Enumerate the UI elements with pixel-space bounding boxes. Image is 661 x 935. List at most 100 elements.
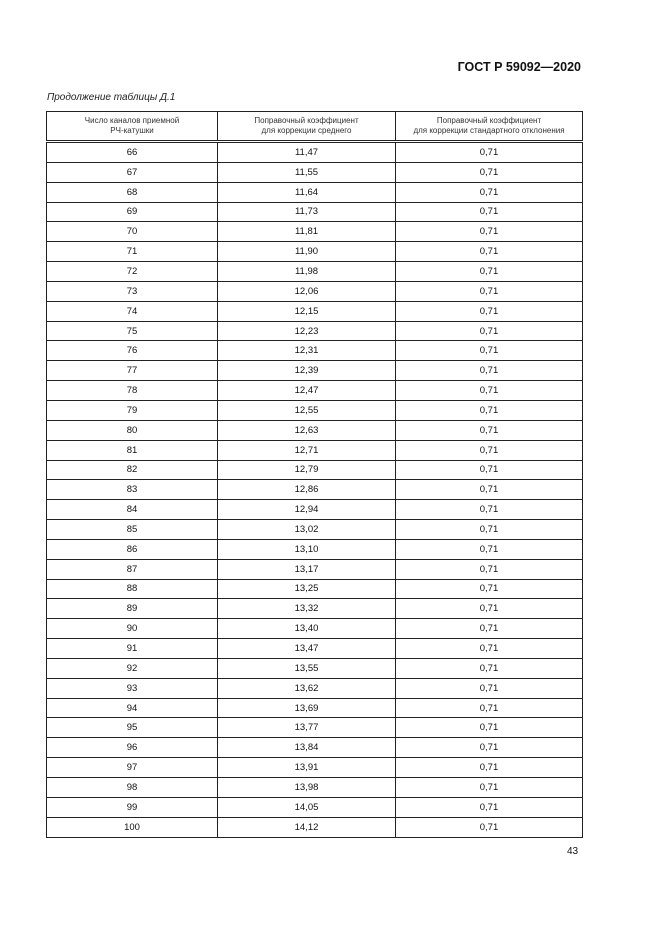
table-row: 99 14,05 0,71 xyxy=(46,796,583,818)
column-header-mean-coefficient: Поправочный коэффициент для коррекции ср… xyxy=(217,111,396,143)
cell-std-coefficient: 0,71 xyxy=(395,677,583,699)
table-row: 89 13,32 0,71 xyxy=(46,598,583,620)
table-row: 100 14,12 0,71 xyxy=(46,816,583,838)
table-row: 77 12,39 0,71 xyxy=(46,360,583,382)
cell-std-coefficient: 0,71 xyxy=(395,618,583,640)
table-row: 74 12,15 0,71 xyxy=(46,300,583,322)
cell-channels: 97 xyxy=(46,757,218,778)
cell-std-coefficient: 0,71 xyxy=(395,459,583,481)
cell-channels: 74 xyxy=(46,300,218,322)
cell-mean-coefficient: 12,63 xyxy=(217,419,396,441)
table-body: 66 11,47 0,71 67 11,55 0,71 68 11,64 0,71 69 11,73… xyxy=(46,141,583,838)
cell-mean-coefficient: 13,47 xyxy=(217,638,396,659)
cell-channels: 76 xyxy=(46,340,218,362)
cell-std-coefficient: 0,71 xyxy=(395,578,583,600)
table-row: 84 12,94 0,71 xyxy=(46,499,583,521)
cell-mean-coefficient: 12,06 xyxy=(217,280,396,302)
table-header-row: Число каналов приемной РЧ-катушки Поправ… xyxy=(46,111,583,143)
table-row: 95 13,77 0,71 xyxy=(46,717,583,739)
page-number: 43 xyxy=(567,846,579,857)
cell-channels: 84 xyxy=(46,499,218,521)
header-line: РЧ-катушки xyxy=(110,126,154,135)
cell-channels: 95 xyxy=(46,717,218,739)
table-row: 87 13,17 0,71 xyxy=(46,558,583,580)
cell-std-coefficient: 0,71 xyxy=(395,638,583,659)
cell-std-coefficient: 0,71 xyxy=(395,657,583,679)
cell-mean-coefficient: 12,15 xyxy=(217,300,396,322)
table-caption: Продолжение таблицы Д.1 xyxy=(47,92,176,103)
cell-channels: 99 xyxy=(46,796,218,818)
table-row: 80 12,63 0,71 xyxy=(46,419,583,441)
cell-mean-coefficient: 13,55 xyxy=(217,657,396,679)
cell-mean-coefficient: 11,55 xyxy=(217,161,396,183)
cell-mean-coefficient: 11,98 xyxy=(217,261,396,282)
cell-std-coefficient: 0,71 xyxy=(395,161,583,183)
cell-mean-coefficient: 12,31 xyxy=(217,340,396,362)
table-row: 92 13,55 0,71 xyxy=(46,657,583,679)
column-header-channels: Число каналов приемной РЧ-катушки xyxy=(46,111,218,143)
cell-std-coefficient: 0,71 xyxy=(395,717,583,739)
cell-std-coefficient: 0,71 xyxy=(395,340,583,362)
cell-channels: 82 xyxy=(46,459,218,481)
table-row: 71 11,90 0,71 xyxy=(46,241,583,263)
cell-mean-coefficient: 13,98 xyxy=(217,777,396,798)
cell-mean-coefficient: 12,47 xyxy=(217,380,396,401)
cell-channels: 66 xyxy=(46,141,218,163)
standard-designation: ГОСТ Р 59092—2020 xyxy=(457,60,581,74)
cell-std-coefficient: 0,71 xyxy=(395,360,583,382)
header-line: Поправочный коэффициент xyxy=(436,116,542,125)
cell-channels: 73 xyxy=(46,280,218,302)
cell-channels: 77 xyxy=(46,360,218,382)
cell-channels: 87 xyxy=(46,558,218,580)
table-row: 94 13,69 0,71 xyxy=(46,697,583,719)
cell-channels: 72 xyxy=(46,261,218,282)
cell-mean-coefficient: 11,73 xyxy=(217,201,396,223)
cell-std-coefficient: 0,71 xyxy=(395,697,583,719)
cell-std-coefficient: 0,71 xyxy=(395,499,583,521)
cell-channels: 69 xyxy=(46,201,218,223)
cell-mean-coefficient: 14,05 xyxy=(217,796,396,818)
table-row: 79 12,55 0,71 xyxy=(46,399,583,421)
cell-mean-coefficient: 13,02 xyxy=(217,519,396,540)
cell-mean-coefficient: 11,64 xyxy=(217,181,396,203)
cell-channels: 98 xyxy=(46,777,218,798)
cell-channels: 93 xyxy=(46,677,218,699)
cell-channels: 78 xyxy=(46,380,218,401)
table-row: 76 12,31 0,71 xyxy=(46,340,583,362)
table-row: 93 13,62 0,71 xyxy=(46,677,583,699)
cell-mean-coefficient: 11,81 xyxy=(217,221,396,243)
cell-std-coefficient: 0,71 xyxy=(395,399,583,421)
cell-std-coefficient: 0,71 xyxy=(395,757,583,778)
cell-std-coefficient: 0,71 xyxy=(395,538,583,560)
table-row: 97 13,91 0,71 xyxy=(46,757,583,778)
cell-channels: 100 xyxy=(46,816,218,838)
table-row: 83 12,86 0,71 xyxy=(46,479,583,501)
table-row: 96 13,84 0,71 xyxy=(46,737,583,759)
cell-mean-coefficient: 13,32 xyxy=(217,598,396,620)
cell-mean-coefficient: 13,84 xyxy=(217,737,396,759)
cell-channels: 75 xyxy=(46,320,218,342)
cell-std-coefficient: 0,71 xyxy=(395,261,583,282)
table-row: 66 11,47 0,71 xyxy=(46,141,583,163)
cell-channels: 85 xyxy=(46,519,218,540)
cell-std-coefficient: 0,71 xyxy=(395,300,583,322)
cell-channels: 88 xyxy=(46,578,218,600)
cell-mean-coefficient: 13,40 xyxy=(217,618,396,640)
cell-std-coefficient: 0,71 xyxy=(395,439,583,461)
cell-mean-coefficient: 13,77 xyxy=(217,717,396,739)
cell-mean-coefficient: 12,94 xyxy=(217,499,396,521)
cell-mean-coefficient: 13,10 xyxy=(217,538,396,560)
cell-channels: 68 xyxy=(46,181,218,203)
table-row: 75 12,23 0,71 xyxy=(46,320,583,342)
cell-std-coefficient: 0,71 xyxy=(395,737,583,759)
cell-mean-coefficient: 12,71 xyxy=(217,439,396,461)
table-row: 82 12,79 0,71 xyxy=(46,459,583,481)
correction-table: Число каналов приемной РЧ-катушки Поправ… xyxy=(46,111,583,838)
cell-std-coefficient: 0,71 xyxy=(395,181,583,203)
cell-std-coefficient: 0,71 xyxy=(395,519,583,540)
cell-std-coefficient: 0,71 xyxy=(395,141,583,163)
header-line: Число каналов приемной xyxy=(84,116,180,125)
cell-channels: 90 xyxy=(46,618,218,640)
table-row: 69 11,73 0,71 xyxy=(46,201,583,223)
table-row: 85 13,02 0,71 xyxy=(46,519,583,540)
